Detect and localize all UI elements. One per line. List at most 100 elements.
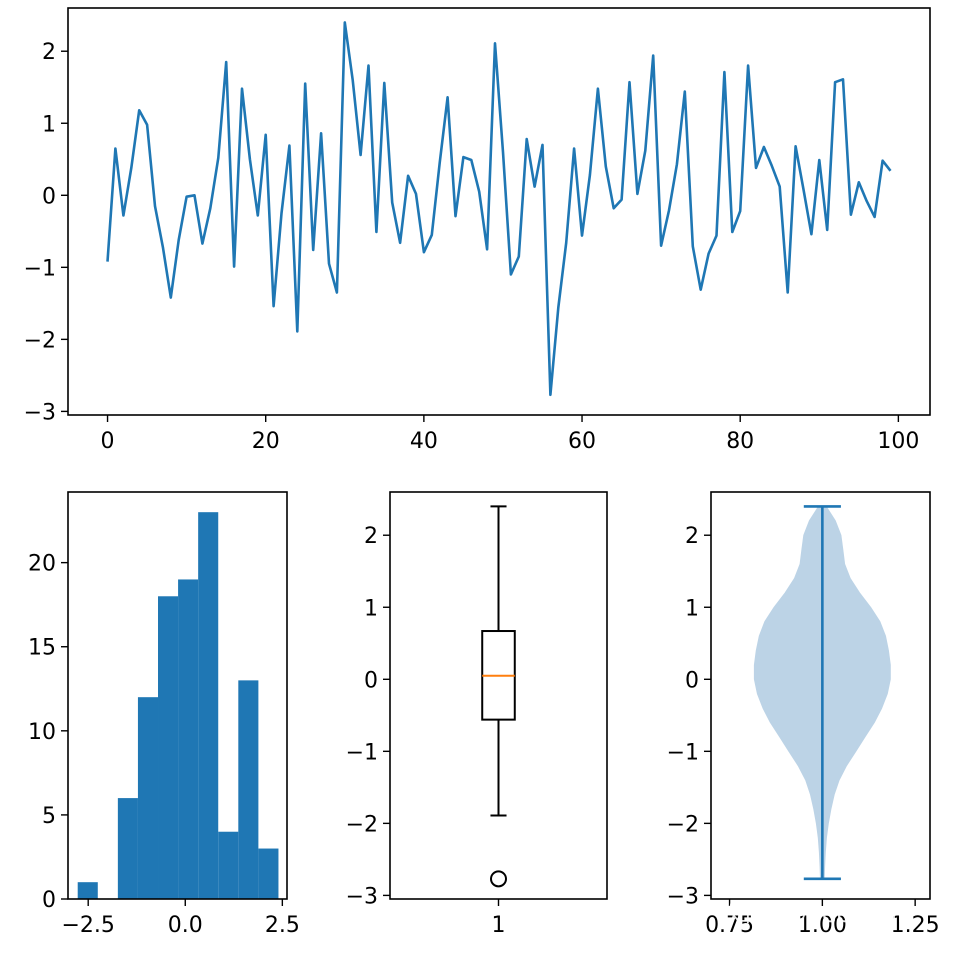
histogram-x-ticks: −2.5 0.0 2.5 (61, 899, 300, 938)
histogram-x-tick-label: −2.5 (61, 913, 114, 938)
line-data-point (343, 21, 346, 24)
line-data-point (826, 229, 829, 232)
line-data-point (810, 233, 813, 236)
line-data-point (478, 190, 481, 193)
line-plot-y-tick-label: 1 (42, 112, 56, 137)
line-data-point (249, 158, 252, 161)
boxplot-y-tick-label: 1 (364, 596, 378, 621)
line-data-point (328, 262, 331, 265)
line-plot-y-tick-label: −2 (24, 328, 56, 353)
line-data-point (723, 71, 726, 74)
line-data-point (707, 252, 710, 255)
line-data-point (154, 205, 157, 208)
violin-y-ticks: 2 1 0 −1 −2 −3 (667, 524, 711, 909)
violin-content (753, 505, 891, 881)
line-data-point (162, 246, 165, 249)
line-data-point (336, 291, 339, 294)
line-data-point (858, 181, 861, 184)
violin-y-tick-label: 1 (685, 596, 699, 621)
histogram-x-tick-label: 2.5 (265, 913, 300, 938)
line-data-point (233, 265, 236, 268)
line-data-point (185, 195, 188, 198)
line-data-point (565, 242, 568, 245)
line-data-point (146, 123, 149, 126)
line-data-point (755, 167, 758, 170)
line-data-point (881, 159, 884, 162)
line-data-point (691, 245, 694, 248)
boxplot-y-tick-label: −3 (346, 884, 378, 909)
line-plot-x-tick-label: 40 (410, 429, 438, 454)
line-data-point (225, 61, 228, 64)
line-data-point (786, 291, 789, 294)
histogram-bar (238, 680, 259, 899)
line-data-point (415, 193, 418, 196)
line-data-point (399, 242, 402, 245)
histogram-bar (77, 882, 98, 899)
line-data-point (217, 157, 220, 160)
line-data-point (280, 212, 283, 215)
histogram-bar (198, 512, 219, 899)
histogram-y-tick-label: 10 (28, 720, 56, 745)
histogram-frame (67, 491, 288, 900)
line-data-point (660, 244, 663, 247)
line-data-point (604, 165, 607, 168)
violin-y-tick-label: 0 (685, 668, 699, 693)
histogram-bar (178, 579, 199, 899)
histogram-bar (117, 798, 138, 899)
line-data-point (731, 231, 734, 234)
line-data-point (549, 394, 552, 397)
line-data-point (652, 54, 655, 57)
line-data-point (818, 159, 821, 162)
line-data-point (351, 79, 354, 82)
line-data-point (794, 145, 797, 148)
line-plot-x-tick-label: 80 (726, 429, 754, 454)
line-data-point (494, 42, 497, 45)
line-data-point (264, 133, 267, 136)
line-data-point (486, 248, 489, 251)
line-data-point (138, 109, 141, 112)
line-data-point (296, 330, 299, 333)
boxplot-y-tick-label: −2 (346, 812, 378, 837)
histogram-y-tick-label: 0 (42, 888, 56, 913)
line-data-point (391, 201, 394, 204)
line-data-point (573, 147, 576, 150)
histogram-bar (218, 831, 239, 899)
line-plot-y-tick-label: 2 (42, 40, 56, 65)
boxplot-axes: 1 2 1 0 −1 −2 −3 (346, 491, 608, 938)
histogram-axes: −2.5 0.0 2.5 0 5 10 15 20 (28, 491, 300, 938)
histogram-bar (158, 596, 179, 899)
histogram-y-tick-label: 15 (28, 636, 56, 661)
line-data-point (533, 185, 536, 188)
line-data-point (517, 255, 520, 258)
boxplot-content (481, 505, 516, 888)
line-data-point (715, 234, 718, 237)
line-data-point (778, 185, 781, 188)
violin-x-tick-label: 1.25 (891, 913, 940, 938)
line-plot-x-tick-label: 60 (568, 429, 596, 454)
line-data-point (320, 132, 323, 135)
line-data-point (834, 81, 837, 84)
line-plot-x-tick-label: 100 (877, 429, 919, 454)
line-data-point (130, 167, 133, 170)
line-plot-y-ticks: 2 1 0 −1 −2 −3 (24, 40, 68, 425)
line-data-point (865, 200, 868, 203)
line-data-point (256, 214, 259, 217)
violin-y-tick-label: −1 (667, 740, 699, 765)
line-data-point (541, 144, 544, 147)
line-plot-y-tick-label: −3 (24, 400, 56, 425)
line-data-point (612, 207, 615, 210)
line-data-point (873, 216, 876, 219)
line-data-point (699, 288, 702, 291)
line-data-point (209, 207, 212, 210)
line-data-point (763, 146, 766, 149)
line-data-point (668, 209, 671, 212)
violin-axes: 0.75 1.00 1.25 2 1 0 −1 −2 −3 (667, 491, 940, 938)
line-plot-y-tick-label: −1 (24, 256, 56, 281)
watermark-text: 知乎 @deephub (727, 900, 912, 928)
line-series (106, 21, 892, 397)
line-plot-y-tick-label: 0 (42, 184, 56, 209)
line-data-point (462, 156, 465, 159)
line-data-point (122, 214, 125, 217)
line-data-point (201, 242, 204, 245)
boxplot-outlier (490, 870, 507, 888)
